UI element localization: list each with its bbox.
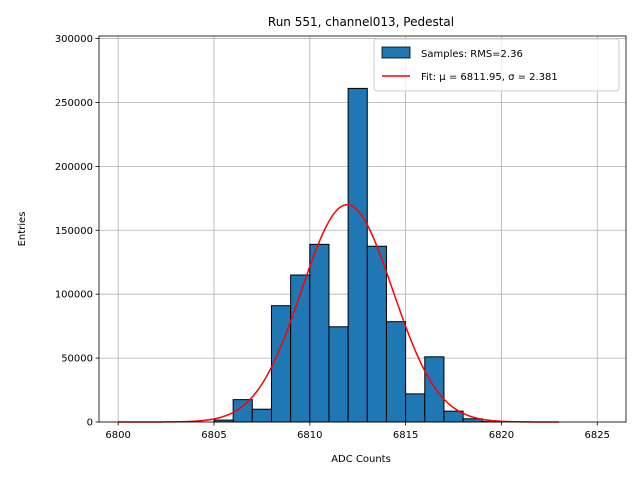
chart-title: Run 551, channel013, Pedestal xyxy=(268,15,454,29)
histogram-bar xyxy=(251,408,272,423)
axes-frame xyxy=(98,35,627,423)
legend-box xyxy=(373,38,620,92)
x-axis-ticks: 6800 6805 6810 6815 6820 6825 xyxy=(105,422,610,441)
histogram-bar xyxy=(309,243,330,423)
y-tick-label: 250000 xyxy=(55,98,93,109)
y-tick-label: 0 xyxy=(87,418,93,429)
x-tick-label: 6820 xyxy=(489,430,514,441)
y-tick-label: 200000 xyxy=(55,162,93,173)
fit-curve xyxy=(118,203,559,423)
legend-label-samples: Samples: RMS=2.36 xyxy=(421,49,523,60)
y-axis-label: Entries xyxy=(17,212,28,247)
histogram-bar xyxy=(270,305,292,423)
x-tick-label: 6815 xyxy=(393,430,418,441)
x-tick-label: 6825 xyxy=(585,430,610,441)
x-tick-label: 6810 xyxy=(297,430,322,441)
y-tick-label: 50000 xyxy=(61,354,93,365)
histogram-bar xyxy=(424,356,445,423)
x-tick-label: 6800 xyxy=(105,430,130,441)
histogram-bar xyxy=(366,245,387,423)
y-axis-ticks: 0 50000 100000 150000 200000 250000 300000 xyxy=(55,34,99,429)
y-tick-label: 150000 xyxy=(55,226,93,237)
plot-area: 6800 6805 6810 6815 6820 6825 0 50000 100000 150… xyxy=(55,34,627,441)
y-tick-label: 300000 xyxy=(55,34,93,45)
histogram-bar xyxy=(405,393,426,423)
legend-label-fit: Fit: μ = 6811.95, σ = 2.381 xyxy=(421,72,558,83)
histogram-bar xyxy=(290,274,311,423)
histogram-bar xyxy=(328,326,349,423)
legend-swatch-samples xyxy=(381,46,411,59)
histogram-bar xyxy=(347,87,368,423)
x-tick-label: 6805 xyxy=(201,430,226,441)
histogram-bar xyxy=(443,410,464,423)
y-tick-label: 100000 xyxy=(55,290,93,301)
legend: Samples: RMS=2.36 Fit: μ = 6811.95, σ = … xyxy=(373,38,620,92)
x-axis-label: ADC Counts xyxy=(331,454,391,465)
histogram-bar xyxy=(385,321,407,423)
